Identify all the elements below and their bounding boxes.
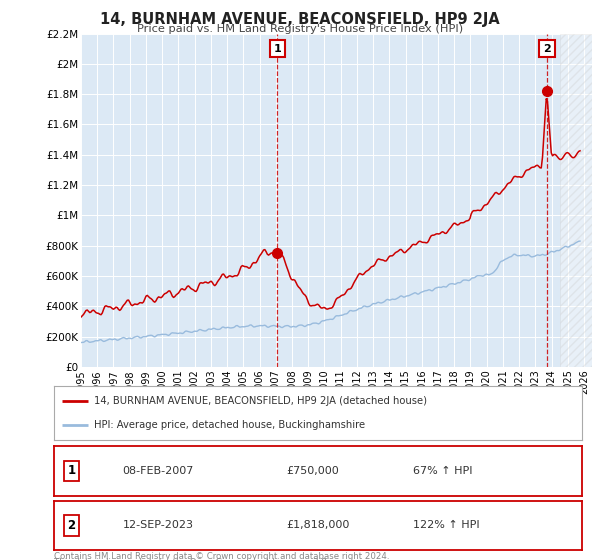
Text: 14, BURNHAM AVENUE, BEACONSFIELD, HP9 2JA (detached house): 14, BURNHAM AVENUE, BEACONSFIELD, HP9 2J…	[94, 396, 427, 406]
Text: 08-FEB-2007: 08-FEB-2007	[122, 466, 194, 476]
Text: 2: 2	[543, 44, 551, 54]
Text: £1,818,000: £1,818,000	[286, 520, 350, 530]
Text: 1: 1	[67, 464, 76, 478]
Text: 122% ↑ HPI: 122% ↑ HPI	[413, 520, 479, 530]
Text: 2: 2	[67, 519, 76, 532]
Text: This data is licensed under the Open Government Licence v3.0.: This data is licensed under the Open Gov…	[54, 558, 329, 560]
Text: 67% ↑ HPI: 67% ↑ HPI	[413, 466, 473, 476]
Text: Price paid vs. HM Land Registry's House Price Index (HPI): Price paid vs. HM Land Registry's House …	[137, 24, 463, 34]
Text: £750,000: £750,000	[286, 466, 339, 476]
Text: 12-SEP-2023: 12-SEP-2023	[122, 520, 194, 530]
Text: 1: 1	[274, 44, 281, 54]
Text: HPI: Average price, detached house, Buckinghamshire: HPI: Average price, detached house, Buck…	[94, 420, 365, 430]
Text: 14, BURNHAM AVENUE, BEACONSFIELD, HP9 2JA: 14, BURNHAM AVENUE, BEACONSFIELD, HP9 2J…	[100, 12, 500, 27]
Text: Contains HM Land Registry data © Crown copyright and database right 2024.: Contains HM Land Registry data © Crown c…	[54, 552, 389, 560]
